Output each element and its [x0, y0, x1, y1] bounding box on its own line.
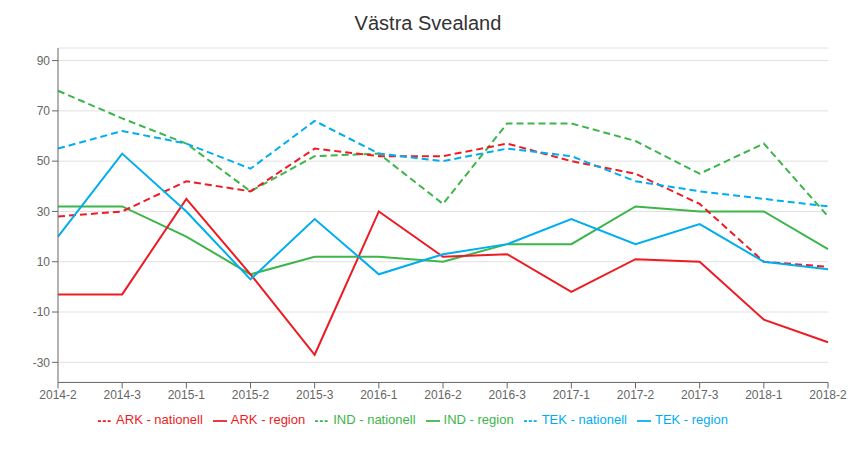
html-text:ARK - region: ARK - region	[230, 412, 306, 428]
svg-text:2018-2: 2018-2	[809, 388, 847, 402]
svg-text:2016-3: 2016-3	[488, 388, 526, 402]
html-text:IND - nationell: IND - nationell	[333, 412, 416, 428]
html-text:IND - region: IND - region	[443, 412, 514, 428]
svg-text:2015-2: 2015-2	[232, 388, 270, 402]
svg-text:2014-2: 2014-2	[39, 388, 77, 402]
svg-text:2015-1: 2015-1	[168, 388, 206, 402]
svg-text:30: 30	[37, 205, 51, 219]
html-text:Västra Svealand: Västra Svealand	[354, 12, 502, 34]
svg-text:50: 50	[37, 154, 51, 168]
svg-text:2015-3: 2015-3	[296, 388, 334, 402]
svg-text:2018-1: 2018-1	[745, 388, 783, 402]
svg-text:2017-3: 2017-3	[681, 388, 719, 402]
svg-text:70: 70	[37, 104, 51, 118]
html-text:TEK - nationell: TEK - nationell	[541, 412, 627, 428]
svg-text:-30: -30	[33, 356, 51, 370]
svg-text:2017-2: 2017-2	[617, 388, 655, 402]
svg-text:2016-2: 2016-2	[424, 388, 462, 402]
svg-text:2014-3: 2014-3	[103, 388, 141, 402]
svg-text:2017-1: 2017-1	[553, 388, 591, 402]
html-text:TEK - region: TEK - region	[654, 412, 728, 428]
svg-text:-10: -10	[33, 305, 51, 319]
html-text:ARK - nationell: ARK - nationell	[116, 412, 203, 428]
svg-text:90: 90	[37, 54, 51, 68]
svg-text:2016-1: 2016-1	[360, 388, 398, 402]
svg-text:10: 10	[37, 255, 51, 269]
